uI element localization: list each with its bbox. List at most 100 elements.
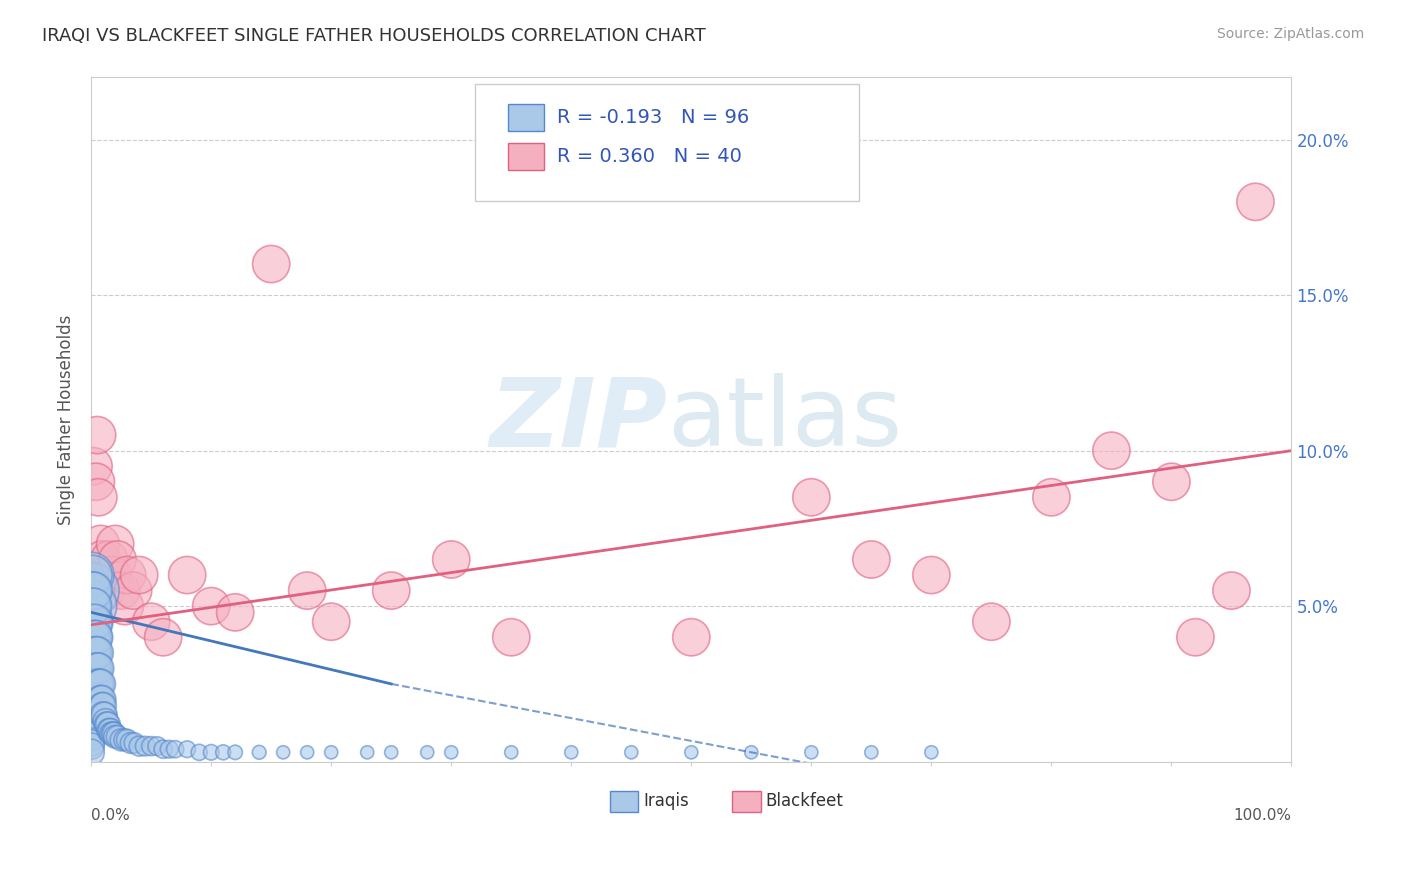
Point [89,692,111,706]
Point [101,568,124,582]
Point [82,630,104,644]
Point [82,661,104,675]
Point [1244,194,1267,209]
Text: Blackfeet: Blackfeet [766,792,844,810]
Point [84,661,107,675]
Point [114,732,136,747]
Point [128,568,150,582]
Point [146,739,169,753]
Point [247,745,270,759]
Point [82,599,104,614]
Point [83,677,105,691]
Point [80,708,103,723]
Point [83,677,105,691]
Point [80,730,103,744]
Point [104,537,127,551]
Point [107,730,129,744]
FancyBboxPatch shape [508,104,544,131]
Point [86,646,108,660]
Point [96,717,118,731]
Point [83,583,105,598]
Point [83,661,105,675]
Point [80,583,103,598]
Point [124,736,146,750]
Point [104,730,127,744]
Point [165,742,187,756]
Point [89,677,111,691]
Point [80,568,103,582]
Point [82,692,104,706]
Point [80,661,103,675]
Point [82,708,104,723]
Point [295,583,318,598]
Point [91,698,114,713]
Point [90,537,112,551]
Point [87,491,110,505]
Point [440,552,463,566]
Point [356,745,378,759]
Point [560,745,582,759]
Point [91,698,114,713]
Point [80,692,103,706]
Point [91,708,114,723]
Point [740,745,762,759]
Point [91,692,114,706]
Point [188,745,211,759]
Point [83,646,105,660]
Point [114,599,136,614]
Point [176,742,198,756]
Point [380,745,402,759]
Point [87,661,110,675]
Point [120,736,142,750]
Point [141,739,163,753]
Point [800,745,823,759]
Point [1099,443,1122,458]
Text: Source: ZipAtlas.com: Source: ZipAtlas.com [1216,27,1364,41]
Point [107,552,129,566]
Point [91,568,114,582]
Point [83,630,105,644]
Point [224,606,246,620]
Point [84,630,107,644]
Point [157,742,180,756]
Point [115,732,138,747]
Text: 100.0%: 100.0% [1233,808,1292,823]
Point [84,646,107,660]
Point [80,745,103,759]
Point [200,745,222,759]
Point [920,745,942,759]
Point [122,583,145,598]
Point [860,745,883,759]
Point [94,583,117,598]
Point [93,708,115,723]
Point [82,583,104,598]
Point [84,475,107,489]
Point [90,692,112,706]
Point [80,677,103,691]
Point [86,677,108,691]
Point [271,745,294,759]
Point [83,646,105,660]
Point [212,745,235,759]
Point [152,630,174,644]
Point [86,661,108,675]
Point [416,745,439,759]
Point [176,568,198,582]
Text: IRAQI VS BLACKFEET SINGLE FATHER HOUSEHOLDS CORRELATION CHART: IRAQI VS BLACKFEET SINGLE FATHER HOUSEHO… [42,27,706,45]
Point [800,491,823,505]
Point [94,714,117,729]
Point [83,599,105,614]
Point [96,568,118,582]
Point [98,723,121,738]
Point [295,745,318,759]
Point [87,677,110,691]
Text: ZIP: ZIP [489,373,668,466]
Text: R = -0.193   N = 96: R = -0.193 N = 96 [557,108,749,128]
Point [80,646,103,660]
Point [1040,491,1063,505]
Point [321,615,343,629]
Point [83,661,105,675]
Point [128,739,150,753]
Point [501,630,523,644]
Point [860,552,883,566]
